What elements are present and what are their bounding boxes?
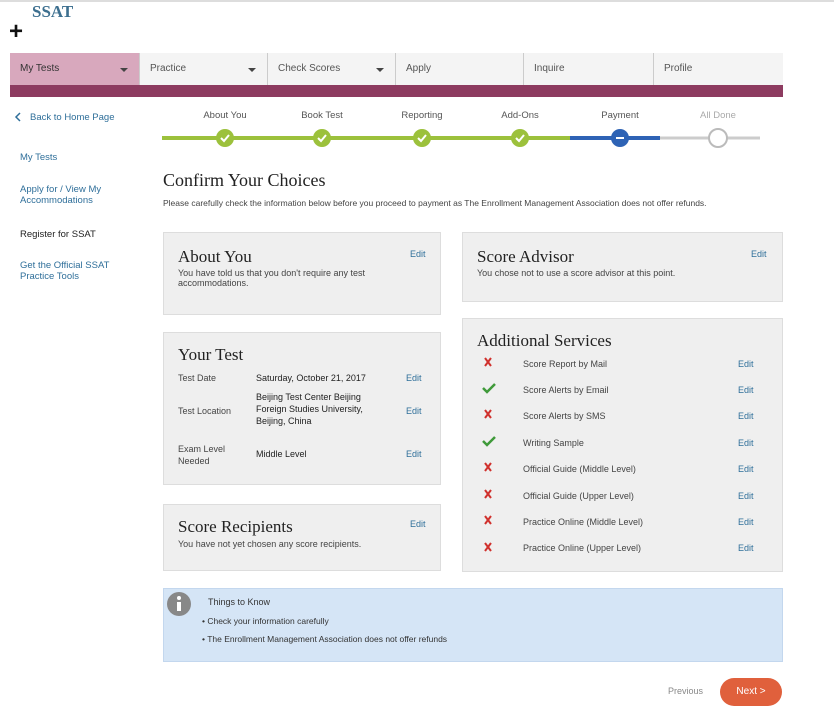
edit-link[interactable]: Edit bbox=[738, 438, 754, 448]
step-label: Reporting bbox=[401, 110, 443, 121]
nav-tab[interactable]: My Tests bbox=[10, 53, 140, 85]
edit-link[interactable]: Edit bbox=[751, 249, 767, 259]
card-text: You have told us that you don't require … bbox=[178, 268, 366, 288]
edit-link[interactable]: Edit bbox=[738, 385, 754, 395]
side-link[interactable]: Apply for / View My Accommodations bbox=[20, 184, 102, 206]
side-link-active[interactable]: Register for SSAT bbox=[20, 229, 96, 240]
info-item: • Check your information carefully bbox=[202, 616, 329, 626]
info-item: • The Enrollment Management Association … bbox=[202, 634, 448, 644]
row-label: Test Date bbox=[178, 373, 217, 383]
row-value: Saturday, October 21, 2017 bbox=[256, 373, 366, 383]
edit-link[interactable]: Edit bbox=[406, 373, 422, 383]
plus-icon[interactable]: + bbox=[9, 18, 24, 45]
edit-link[interactable]: Edit bbox=[738, 411, 754, 421]
edit-link[interactable]: Edit bbox=[410, 249, 426, 259]
score-recipients-card: Score Recipients Edit You have not yet c… bbox=[163, 504, 441, 571]
row-value: Beijing Test Center Beijing Foreign Stud… bbox=[256, 392, 363, 426]
info-icon bbox=[167, 592, 191, 616]
back-link[interactable]: Back to Home Page bbox=[30, 112, 115, 123]
edit-link[interactable]: Edit bbox=[406, 449, 422, 459]
card-title: Additional Services bbox=[477, 331, 612, 350]
status-icons bbox=[482, 357, 496, 552]
nav-arrows bbox=[120, 68, 384, 72]
side-link[interactable]: Get the Official SSAT Practice Tools bbox=[20, 260, 110, 282]
edit-link[interactable]: Edit bbox=[738, 543, 754, 553]
nav-tab[interactable]: Inquire bbox=[524, 53, 654, 85]
logo[interactable]: SSAT bbox=[32, 2, 74, 21]
info-item-text: Check your information carefully bbox=[207, 616, 329, 626]
service: Score Alerts by Email bbox=[523, 385, 609, 395]
card-title: Score Advisor bbox=[477, 247, 574, 266]
heading: Confirm Your Choices bbox=[163, 170, 326, 190]
service: Score Alerts by SMS bbox=[523, 411, 606, 421]
nav-tab[interactable]: Apply bbox=[396, 53, 524, 85]
edit-link[interactable]: Edit bbox=[406, 406, 422, 416]
previous-link[interactable]: Previous bbox=[668, 686, 704, 696]
card-text: You have not yet chosen any score recipi… bbox=[178, 539, 362, 549]
card-title: About You bbox=[178, 247, 252, 266]
back-arrow bbox=[14, 112, 21, 122]
about-you-card: About You Edit You have told us that you… bbox=[163, 232, 441, 315]
edit-link[interactable]: Edit bbox=[738, 359, 754, 369]
nav-stripe bbox=[10, 85, 783, 97]
service: Writing Sample bbox=[523, 438, 584, 448]
info-item-text: The Enrollment Management Association do… bbox=[207, 634, 448, 644]
service: Practice Online (Middle Level) bbox=[523, 517, 644, 527]
step-label: Add-Ons bbox=[501, 110, 539, 121]
score-advisor-card: Score Advisor Edit You chose not to use … bbox=[462, 232, 783, 302]
service: Official Guide (Middle Level) bbox=[523, 464, 636, 474]
nav-tab[interactable]: Practice bbox=[140, 53, 268, 85]
additional-services-card: Additional Services Score Report by Mail… bbox=[462, 318, 783, 572]
service: Score Report by Mail bbox=[523, 359, 608, 369]
service: Practice Online (Upper Level) bbox=[523, 543, 642, 553]
edit-link[interactable]: Edit bbox=[738, 517, 754, 527]
row-label: Test Location bbox=[178, 406, 232, 416]
service: Official Guide (Upper Level) bbox=[523, 491, 634, 501]
step-label: Payment bbox=[601, 110, 639, 121]
card-text: You chose not to use a score advisor at … bbox=[477, 268, 676, 278]
side-link[interactable]: My Tests bbox=[20, 152, 58, 163]
nav-tab[interactable]: Check Scores bbox=[268, 53, 396, 85]
your-test-card: Your Test Test Date Saturday, October 21… bbox=[163, 332, 441, 485]
card-title: Your Test bbox=[178, 345, 244, 364]
step-label: About You bbox=[203, 110, 247, 121]
step-label: All Done bbox=[700, 110, 736, 121]
info-box: Things to Know • Check your information … bbox=[163, 588, 783, 662]
row-label: Exam Level Needed bbox=[178, 444, 226, 466]
stepper bbox=[162, 128, 760, 148]
edit-link[interactable]: Edit bbox=[738, 464, 754, 474]
description: Please carefully check the information b… bbox=[163, 198, 707, 208]
card-title: Score Recipients bbox=[178, 517, 293, 536]
nav-tab[interactable]: Profile bbox=[664, 63, 693, 74]
step-label: Book Test bbox=[301, 110, 343, 121]
next-button[interactable]: Next > bbox=[720, 678, 782, 706]
edit-link[interactable]: Edit bbox=[410, 519, 426, 529]
top-border bbox=[0, 0, 834, 2]
info-title: Things to Know bbox=[208, 597, 271, 607]
edit-link[interactable]: Edit bbox=[738, 491, 754, 501]
row-value: Middle Level bbox=[256, 449, 307, 459]
